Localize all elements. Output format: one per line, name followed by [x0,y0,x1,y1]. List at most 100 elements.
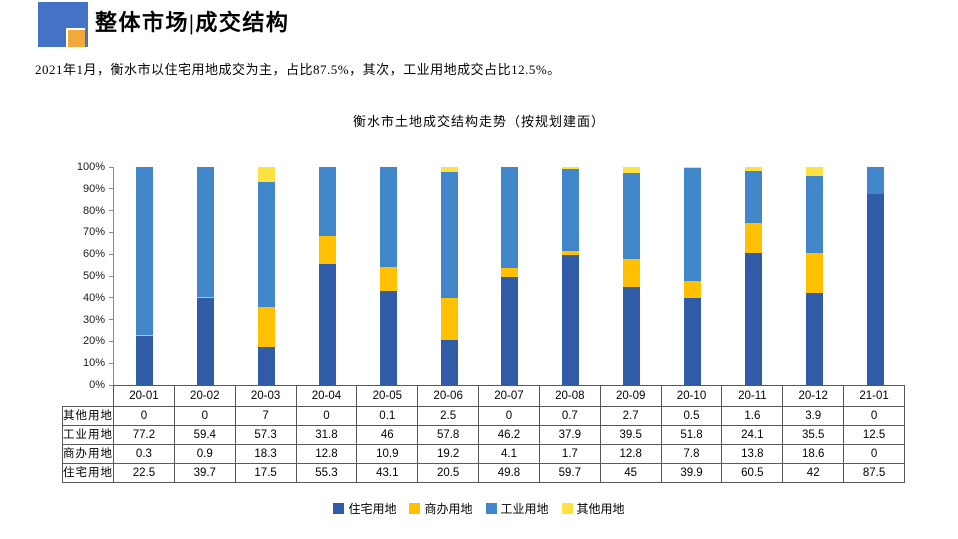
table-column-header: 20-11 [721,385,784,407]
y-axis-label: 100% [76,161,105,173]
bar-segment [806,175,824,253]
bar-segment [379,267,397,292]
table-cell: 0.3 [113,444,175,464]
table-cell: 57.3 [234,425,297,445]
chart-title: 衡水市土地成交结构走势（按规划建面） [352,114,605,129]
stacked-bar [318,167,336,385]
table-cell: 0.5 [660,406,723,426]
y-axis-label: 60% [82,248,105,261]
logo-orange-square-icon [66,28,85,47]
stacked-bar [867,167,885,385]
y-axis-tick [109,297,114,299]
bar-segment [623,167,641,173]
legend-item: 住宅用地 [333,500,396,517]
bar-slot [297,167,358,385]
bar-slot [175,167,236,385]
bar-segment [745,167,763,171]
table-cell: 45 [599,463,662,483]
table-cell: 2.7 [599,406,662,426]
bar-segment [684,168,702,282]
bar-segment [196,296,214,299]
table-cell: 4.1 [478,444,540,464]
table-cell: 22.5 [113,463,175,483]
y-axis-tick [109,166,114,168]
table-cell: 37.9 [538,425,601,445]
chart-plot-area: 0% 10% 20% 30% 40% 50% 60% 70% 80% 90% 100% [77,161,906,391]
table-column-header: 20-12 [782,385,845,407]
bar-segment [867,194,885,385]
bar-segment [806,167,824,176]
y-axis-label: 10% [82,357,105,370]
table-cell: 0 [843,444,905,464]
stacked-bar [562,167,580,385]
bar-segment [379,291,397,385]
table-cell: 12.5 [843,425,905,445]
table-cell: 7.8 [660,444,723,464]
bar-segment [318,236,336,265]
table-cell: 19.2 [417,444,480,464]
table-cell: 46.2 [478,425,540,445]
y-axis-tick [109,188,114,190]
bar-segment [867,167,885,195]
bar-slot [540,167,601,385]
bar-segment [745,223,763,254]
bar-slot [480,167,541,385]
y-axis-label: 30% [82,313,105,326]
bar-slot [358,167,419,385]
table-cell: 0.1 [356,406,419,426]
table-cell: 55.3 [295,463,358,483]
legend-item: 商办用地 [409,500,473,517]
table-header-row: 20-01 20-02 20-03 20-04 20-05 20-06 20-07 20-08… [63,385,905,407]
table-cell: 0.9 [173,444,236,464]
legend-swatch [485,503,497,514]
table-cell: 42 [782,463,845,483]
table-column-header: 20-10 [660,385,723,407]
bar-segment [806,252,824,294]
bar-segment [257,307,275,347]
table-cell: 0 [478,406,540,426]
bar-segment [623,172,641,260]
table-cell: 0 [113,406,175,426]
bar-segment [196,298,214,385]
table-column-header: 20-01 [113,385,175,407]
stacked-bar [257,167,275,385]
table-cell: 0 [173,406,236,426]
table-cell: 43.1 [356,463,419,483]
table-column-header: 20-03 [234,385,297,407]
bars-container [114,167,906,385]
bar-segment [684,281,702,299]
y-axis-label: 80% [82,204,105,217]
table-cell: 10.9 [356,444,419,464]
table-column-header: 20-06 [417,385,480,407]
bar-slot [419,167,480,385]
table-cell: 31.8 [295,425,358,445]
table-row-label: 商办用地 [62,444,114,464]
y-axis-tick [109,253,114,255]
table-row-label: 住宅用地 [62,463,114,483]
y-axis-label: 90% [82,182,105,195]
bar-segment [135,335,153,385]
table-cell: 46 [356,425,419,445]
slide-logo-icon [38,2,88,47]
page-title: 整体市场|成交结构 [95,10,290,35]
bar-segment [257,346,275,385]
legend-label: 其他用地 [576,502,625,516]
table-cell: 60.5 [721,463,784,483]
y-axis-label: 40% [82,291,105,304]
legend-swatch [333,503,345,514]
table-column-header: 20-08 [538,385,601,407]
bar-segment [501,267,519,277]
bar-segment [135,335,153,336]
table-cell: 87.5 [843,463,905,483]
table-cell: 20.5 [417,463,480,483]
table-column-header: 20-07 [478,385,540,407]
y-axis-tick [109,319,114,321]
bar-segment [684,298,702,385]
y-axis-tick [109,340,114,342]
table-cell: 18.3 [234,444,297,464]
bar-segment [440,167,458,173]
stacked-bar [196,167,214,385]
table-cell: 39.9 [660,463,723,483]
stacked-bar [623,167,641,385]
